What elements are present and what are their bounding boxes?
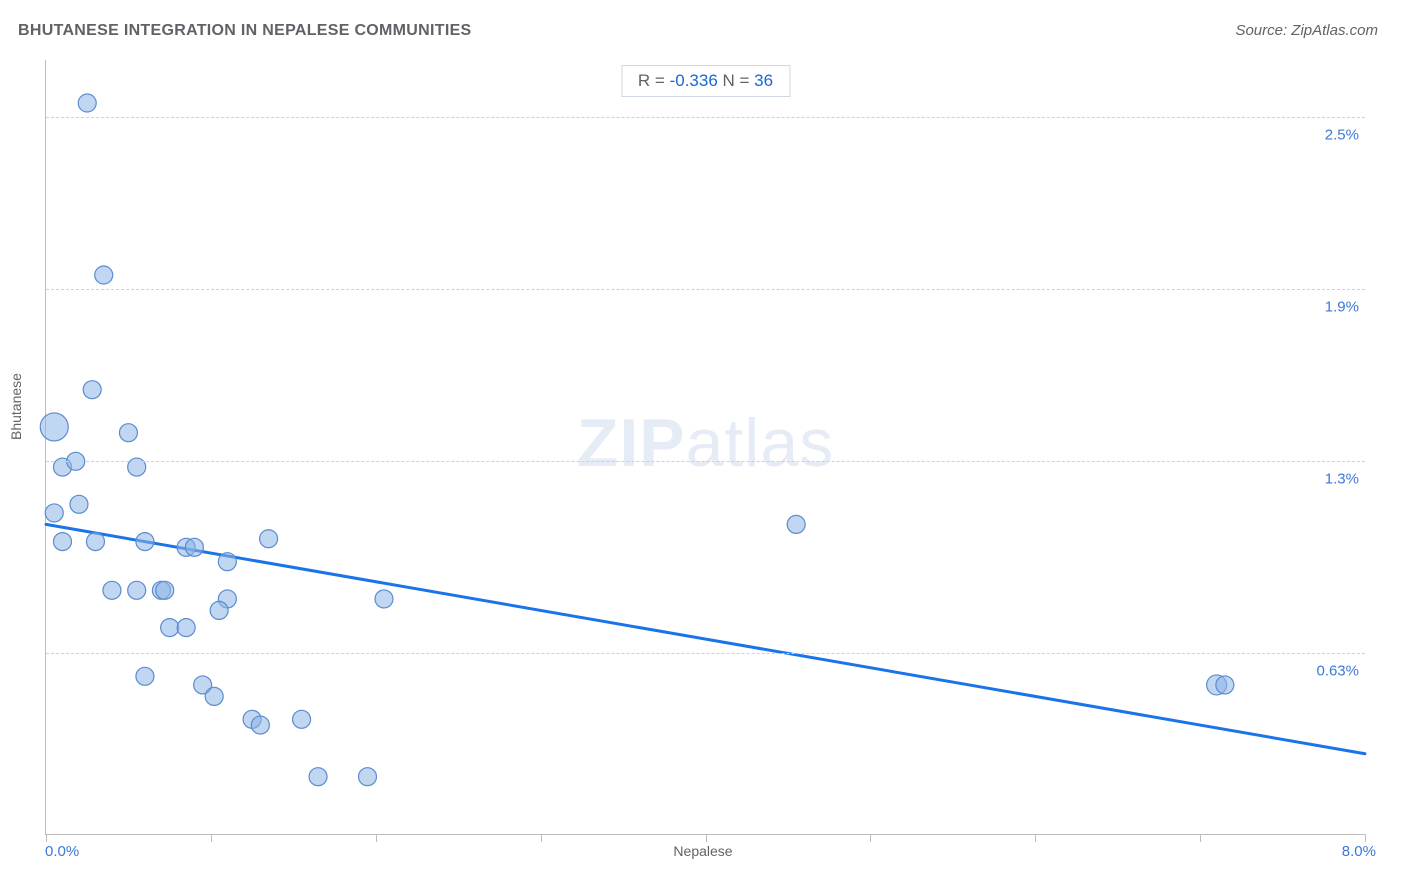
- source-attribution: Source: ZipAtlas.com: [1235, 22, 1378, 39]
- y-tick-label: 1.3%: [1325, 471, 1369, 488]
- data-point[interactable]: [45, 504, 63, 522]
- data-point[interactable]: [185, 538, 203, 556]
- data-point[interactable]: [78, 94, 96, 112]
- data-point[interactable]: [156, 581, 174, 599]
- data-point[interactable]: [359, 768, 377, 786]
- data-point[interactable]: [210, 601, 228, 619]
- data-point[interactable]: [251, 716, 269, 734]
- data-point[interactable]: [95, 266, 113, 284]
- data-point[interactable]: [53, 533, 71, 551]
- x-axis-max-label: 8.0%: [1342, 843, 1376, 860]
- data-point[interactable]: [218, 553, 236, 571]
- x-axis-title: Nepalese: [0, 843, 1406, 859]
- y-tick-label: 0.63%: [1316, 663, 1369, 680]
- data-point[interactable]: [309, 768, 327, 786]
- data-point[interactable]: [83, 381, 101, 399]
- gridline: [46, 117, 1365, 118]
- data-point[interactable]: [70, 495, 88, 513]
- x-tick: [1200, 834, 1201, 842]
- data-point[interactable]: [787, 515, 805, 533]
- data-point[interactable]: [260, 530, 278, 548]
- data-point[interactable]: [136, 667, 154, 685]
- x-axis-min-label: 0.0%: [45, 843, 79, 860]
- y-tick-label: 2.5%: [1325, 127, 1369, 144]
- data-point[interactable]: [1216, 676, 1234, 694]
- y-axis-title: Bhutanese: [8, 373, 24, 440]
- plot-area: R = -0.336 N = 36 ZIPatlas 0.63%1.3%1.9%…: [45, 60, 1365, 835]
- x-tick: [541, 834, 542, 842]
- x-tick: [1365, 834, 1366, 842]
- x-tick: [870, 834, 871, 842]
- chart-container: BHUTANESE INTEGRATION IN NEPALESE COMMUN…: [0, 0, 1406, 892]
- data-point[interactable]: [40, 413, 68, 441]
- y-tick-label: 1.9%: [1325, 299, 1369, 316]
- data-point[interactable]: [136, 533, 154, 551]
- x-tick: [1035, 834, 1036, 842]
- gridline: [46, 653, 1365, 654]
- chart-title: BHUTANESE INTEGRATION IN NEPALESE COMMUN…: [18, 22, 472, 40]
- data-point[interactable]: [293, 710, 311, 728]
- data-point[interactable]: [177, 619, 195, 637]
- data-point[interactable]: [103, 581, 121, 599]
- x-tick: [46, 834, 47, 842]
- data-point[interactable]: [86, 533, 104, 551]
- gridline: [46, 461, 1365, 462]
- data-point[interactable]: [375, 590, 393, 608]
- scatter-svg: [46, 60, 1365, 834]
- x-tick: [211, 834, 212, 842]
- data-point[interactable]: [161, 619, 179, 637]
- x-tick: [376, 834, 377, 842]
- gridline: [46, 289, 1365, 290]
- data-point[interactable]: [119, 424, 137, 442]
- data-point[interactable]: [128, 581, 146, 599]
- x-tick: [706, 834, 707, 842]
- data-point[interactable]: [205, 687, 223, 705]
